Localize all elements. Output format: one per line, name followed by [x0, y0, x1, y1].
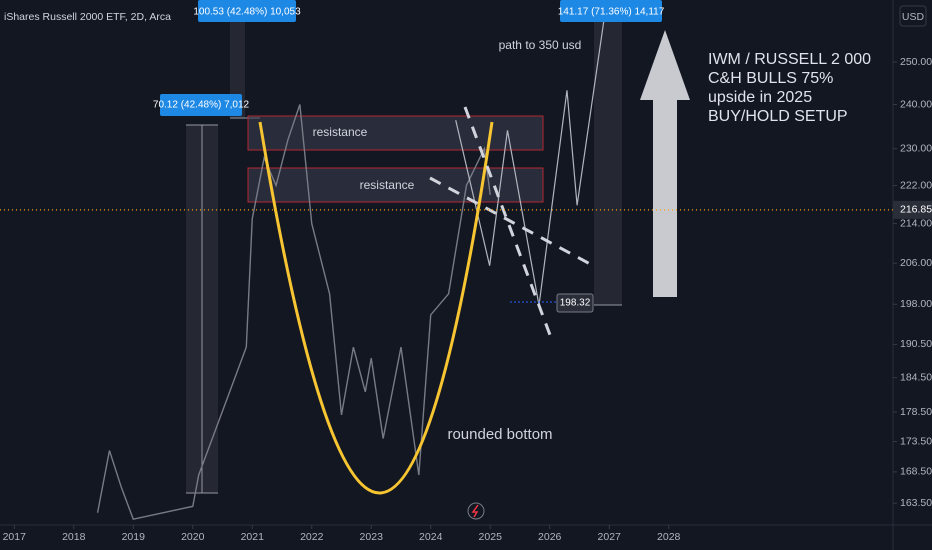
- y-tick-label: 184.50: [900, 371, 932, 383]
- y-tick-label: 222.00: [900, 179, 932, 191]
- y-tick-label: 206.00: [900, 257, 932, 269]
- y-tick-label: 168.50: [900, 466, 932, 478]
- x-tick-label: 2025: [479, 531, 503, 543]
- dashed-trend: [429, 176, 593, 267]
- x-tick-label: 2021: [241, 531, 265, 543]
- chart-title: iShares Russell 2000 ETF, 2D, Arca: [4, 11, 171, 23]
- rounded-bottom-label: rounded bottom: [447, 426, 552, 443]
- last-price-label: 216.85: [900, 204, 932, 216]
- resistance-label: resistance: [360, 178, 415, 192]
- measure-label-box: [198, 0, 296, 22]
- resistance-box: [247, 115, 544, 151]
- headline: C&H BULLS 75%: [708, 70, 833, 87]
- measure-label: 100.53 (42.48%) 10,053: [193, 7, 301, 18]
- measure-label: 141.17 (71.36%) 14,117: [558, 7, 665, 18]
- x-tick-label: 2017: [3, 531, 27, 543]
- plot: [96, 0, 622, 520]
- price-line: [96, 104, 491, 520]
- x-tick-label: 2026: [538, 531, 562, 543]
- y-tick-label: 173.50: [900, 435, 932, 447]
- x-tick-label: 2019: [122, 531, 146, 543]
- y-tick-label: 240.00: [900, 98, 932, 110]
- x-tick-label: 2028: [657, 531, 681, 543]
- resistance-label: resistance: [313, 125, 368, 139]
- headline: upside in 2025: [708, 89, 812, 106]
- event-icon-bolt: [471, 504, 479, 518]
- y-tick-label: 163.50: [900, 497, 932, 509]
- y-tick-label: 178.50: [900, 406, 932, 418]
- resistance-box: [247, 167, 544, 203]
- up-arrow: [640, 30, 690, 297]
- x-tick-label: 2024: [419, 531, 443, 543]
- y-tick-label: 214.00: [900, 217, 932, 229]
- measure-box: [230, 0, 245, 118]
- x-tick-label: 2022: [300, 531, 324, 543]
- y-tick-label: 250.00: [900, 56, 932, 68]
- y-tick-label: 230.00: [900, 142, 932, 154]
- x-tick-label: 2020: [181, 531, 205, 543]
- x-tick-label: 2023: [360, 531, 384, 543]
- measure-label-box: [560, 0, 662, 22]
- headline: BUY/HOLD SETUP: [708, 108, 848, 125]
- cup-curve: [258, 121, 494, 495]
- measure-label-box: [160, 94, 242, 116]
- measure-label: 70.12 (42.48%) 7,012: [153, 100, 250, 111]
- event-icon[interactable]: [467, 502, 485, 520]
- y-tick-label: 198.00: [900, 298, 932, 310]
- target-label: 198.32: [560, 298, 591, 309]
- headline: IWM / RUSSELL 2 000: [708, 51, 871, 68]
- drawings: 198.32 70.12 (42.48%) 7,012 100.53 (42.4…: [4, 0, 927, 520]
- path-label: path to 350 usd: [499, 38, 582, 52]
- measure-box: [594, 0, 622, 305]
- last-price-box: [893, 200, 932, 219]
- target-label-box: [556, 293, 594, 313]
- x-tick-label: 2027: [598, 531, 622, 543]
- currency-button[interactable]: [899, 5, 927, 27]
- currency: USD: [902, 11, 925, 23]
- x-tick-label: 2018: [62, 531, 86, 543]
- y-tick-label: 190.50: [900, 338, 932, 350]
